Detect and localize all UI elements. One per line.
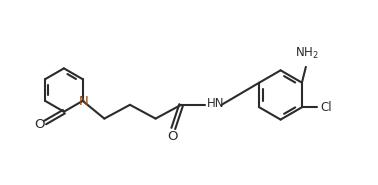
Text: O: O [167, 130, 178, 143]
Text: NH$_2$: NH$_2$ [295, 46, 319, 61]
Text: Cl: Cl [321, 101, 332, 114]
Text: N: N [78, 95, 88, 108]
Text: O: O [34, 118, 45, 131]
Text: HN: HN [207, 97, 224, 110]
